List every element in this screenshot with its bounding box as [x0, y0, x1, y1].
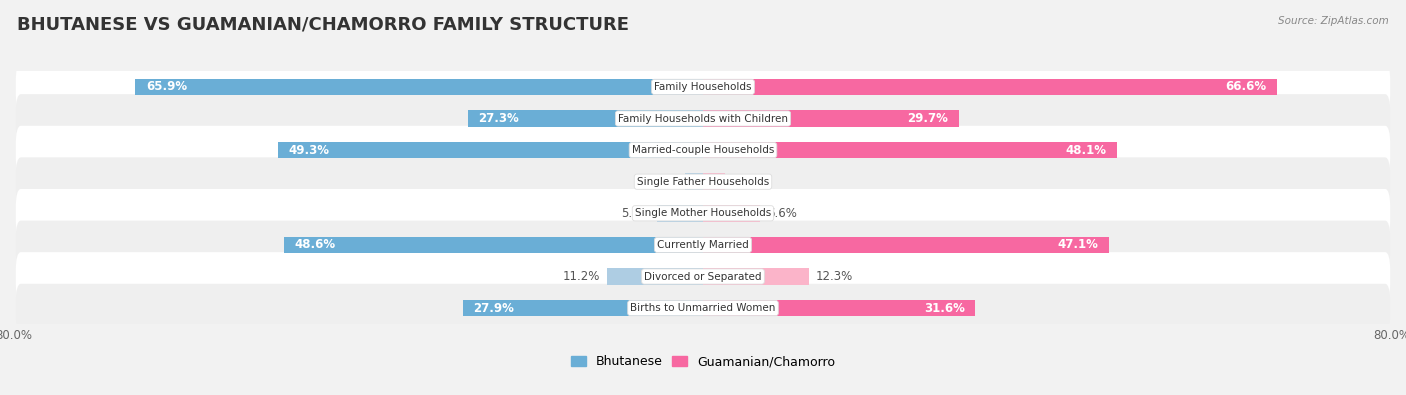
Text: Divorced or Separated: Divorced or Separated	[644, 271, 762, 282]
Text: 2.1%: 2.1%	[648, 175, 678, 188]
Text: Births to Unmarried Women: Births to Unmarried Women	[630, 303, 776, 313]
Text: 65.9%: 65.9%	[146, 81, 187, 93]
Text: 66.6%: 66.6%	[1225, 81, 1267, 93]
Text: Married-couple Households: Married-couple Households	[631, 145, 775, 155]
Bar	[284, 237, 703, 253]
Text: 2.6%: 2.6%	[733, 175, 762, 188]
Bar	[606, 268, 703, 285]
FancyBboxPatch shape	[15, 189, 1391, 238]
Text: Single Father Households: Single Father Households	[637, 177, 769, 187]
Text: 27.9%: 27.9%	[472, 302, 515, 314]
Bar	[703, 268, 808, 285]
Bar	[703, 110, 959, 127]
Text: 48.6%: 48.6%	[295, 239, 336, 251]
Bar	[278, 142, 703, 158]
Bar	[703, 79, 1277, 95]
Text: 29.7%: 29.7%	[907, 112, 949, 125]
Text: 12.3%: 12.3%	[815, 270, 853, 283]
Text: BHUTANESE VS GUAMANIAN/CHAMORRO FAMILY STRUCTURE: BHUTANESE VS GUAMANIAN/CHAMORRO FAMILY S…	[17, 16, 628, 34]
Bar	[703, 142, 1118, 158]
Text: 31.6%: 31.6%	[924, 302, 965, 314]
Text: 6.6%: 6.6%	[766, 207, 797, 220]
Bar	[685, 173, 703, 190]
Text: 48.1%: 48.1%	[1066, 144, 1107, 156]
Bar	[135, 79, 703, 95]
Text: 47.1%: 47.1%	[1057, 239, 1098, 251]
Bar	[658, 205, 703, 222]
Text: Currently Married: Currently Married	[657, 240, 749, 250]
Legend: Bhutanese, Guamanian/Chamorro: Bhutanese, Guamanian/Chamorro	[565, 350, 841, 373]
FancyBboxPatch shape	[15, 62, 1391, 111]
Text: Family Households with Children: Family Households with Children	[619, 113, 787, 124]
Bar	[468, 110, 703, 127]
Bar	[703, 173, 725, 190]
Bar	[703, 300, 976, 316]
FancyBboxPatch shape	[15, 284, 1391, 333]
FancyBboxPatch shape	[15, 252, 1391, 301]
Bar	[703, 237, 1108, 253]
FancyBboxPatch shape	[15, 157, 1391, 206]
Text: 11.2%: 11.2%	[562, 270, 599, 283]
Text: 27.3%: 27.3%	[478, 112, 519, 125]
FancyBboxPatch shape	[15, 126, 1391, 175]
FancyBboxPatch shape	[15, 94, 1391, 143]
Text: Single Mother Households: Single Mother Households	[636, 208, 770, 218]
Bar	[703, 205, 759, 222]
Text: Family Households: Family Households	[654, 82, 752, 92]
Bar	[463, 300, 703, 316]
Text: Source: ZipAtlas.com: Source: ZipAtlas.com	[1278, 16, 1389, 26]
Text: 5.3%: 5.3%	[621, 207, 651, 220]
FancyBboxPatch shape	[15, 220, 1391, 269]
Text: 49.3%: 49.3%	[288, 144, 330, 156]
